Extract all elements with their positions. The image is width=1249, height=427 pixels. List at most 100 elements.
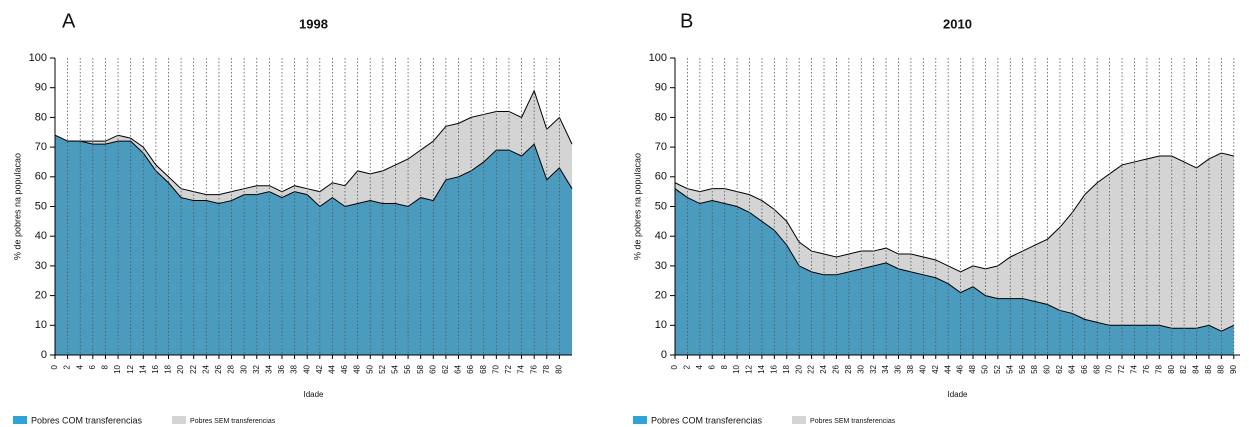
x-tick-label: 76 bbox=[1142, 364, 1151, 373]
legend-swatch bbox=[13, 416, 27, 424]
legend-swatch bbox=[172, 416, 187, 424]
y-tick-label: 80 bbox=[35, 111, 47, 123]
x-tick-label: 80 bbox=[554, 364, 563, 373]
x-tick-label: 16 bbox=[769, 364, 778, 373]
x-tick-label: 46 bbox=[340, 364, 349, 373]
area bbox=[55, 135, 572, 355]
x-tick-label: 88 bbox=[1216, 364, 1225, 373]
x-tick-label: 60 bbox=[428, 364, 437, 373]
x-tick-label: 66 bbox=[466, 364, 475, 373]
legend-label: Pobres COM transferencias bbox=[651, 415, 763, 425]
x-tick-label: 60 bbox=[1043, 364, 1052, 373]
x-tick-label: 48 bbox=[968, 364, 977, 373]
x-tick-label: 74 bbox=[517, 364, 526, 373]
x-tick-label: 64 bbox=[1067, 364, 1076, 373]
x-tick-label: 28 bbox=[844, 364, 853, 373]
panel-label: A bbox=[62, 10, 76, 32]
chart-title: 1998 bbox=[299, 16, 328, 31]
x-tick-label: 82 bbox=[1179, 364, 1188, 373]
x-tick-label: 8 bbox=[720, 364, 729, 369]
x-tick-label: 48 bbox=[353, 364, 362, 373]
x-tick-label: 52 bbox=[378, 364, 387, 373]
x-tick-label: 14 bbox=[138, 364, 147, 373]
x-tick-label: 78 bbox=[1154, 364, 1163, 373]
y-tick-label: 50 bbox=[35, 200, 47, 212]
x-tick-label: 46 bbox=[956, 364, 965, 373]
x-tick-label: 12 bbox=[745, 364, 754, 373]
panel-label: B bbox=[680, 10, 693, 32]
y-tick-label: 10 bbox=[35, 319, 47, 331]
x-tick-label: 66 bbox=[1080, 364, 1089, 373]
y-tick-label: 40 bbox=[35, 230, 47, 242]
legend-label: Pobres SEM transferencias bbox=[810, 418, 896, 425]
x-tick-label: 54 bbox=[391, 364, 400, 373]
x-tick-label: 76 bbox=[529, 364, 538, 373]
y-tick-label: 90 bbox=[655, 82, 667, 94]
y-axis-label: % de pobres na populacao bbox=[12, 153, 22, 260]
y-tick-label: 100 bbox=[649, 52, 667, 64]
x-tick-label: 68 bbox=[1092, 364, 1101, 373]
y-tick-label: 30 bbox=[35, 260, 47, 272]
area-outline bbox=[54, 89, 573, 196]
x-tick-label: 54 bbox=[1005, 364, 1014, 373]
y-tick-label: 90 bbox=[35, 82, 47, 94]
x-tick-label: 70 bbox=[1105, 364, 1114, 373]
x-tick-label: 64 bbox=[454, 364, 463, 373]
x-tick-label: 10 bbox=[113, 364, 122, 373]
area-outline bbox=[54, 134, 573, 208]
x-tick-label: 42 bbox=[931, 364, 940, 373]
x-tick-label: 74 bbox=[1130, 364, 1139, 373]
x-tick-label: 16 bbox=[151, 364, 160, 373]
x-tick-label: 84 bbox=[1192, 364, 1201, 373]
x-axis-label: Idade bbox=[947, 390, 968, 399]
y-tick-label: 20 bbox=[655, 290, 667, 302]
x-tick-label: 2 bbox=[683, 364, 692, 369]
x-tick-label: 72 bbox=[1117, 364, 1126, 373]
y-tick-label: 20 bbox=[35, 290, 47, 302]
x-tick-label: 0 bbox=[670, 364, 679, 369]
legend-swatch bbox=[633, 416, 647, 424]
x-tick-label: 80 bbox=[1167, 364, 1176, 373]
x-tick-label: 40 bbox=[918, 364, 927, 373]
x-tick-label: 68 bbox=[479, 364, 488, 373]
x-tick-label: 24 bbox=[201, 364, 210, 373]
x-tick-label: 72 bbox=[504, 364, 513, 373]
x-tick-label: 50 bbox=[365, 364, 374, 373]
y-tick-label: 60 bbox=[35, 171, 47, 183]
y-axis-label: % de pobres na populacao bbox=[632, 153, 642, 260]
x-tick-label: 4 bbox=[695, 364, 704, 369]
x-tick-label: 90 bbox=[1229, 364, 1238, 373]
x-tick-label: 32 bbox=[252, 364, 261, 373]
area-outline bbox=[674, 152, 1234, 273]
x-tick-label: 20 bbox=[176, 364, 185, 373]
x-tick-label: 40 bbox=[302, 364, 311, 373]
y-tick-label: 50 bbox=[655, 200, 667, 212]
y-tick-label: 0 bbox=[41, 349, 47, 361]
y-tick-label: 70 bbox=[655, 141, 667, 153]
x-tick-label: 42 bbox=[315, 364, 324, 373]
x-tick-label: 22 bbox=[189, 364, 198, 373]
x-tick-label: 18 bbox=[782, 364, 791, 373]
x-tick-label: 58 bbox=[416, 364, 425, 373]
x-tick-label: 44 bbox=[943, 364, 952, 373]
x-tick-label: 50 bbox=[981, 364, 990, 373]
y-tick-label: 40 bbox=[655, 230, 667, 242]
x-tick-label: 62 bbox=[441, 364, 450, 373]
x-tick-label: 6 bbox=[88, 364, 97, 369]
x-axis-label: Idade bbox=[303, 390, 324, 399]
x-tick-label: 36 bbox=[894, 364, 903, 373]
y-tick-label: 80 bbox=[655, 111, 667, 123]
x-tick-label: 18 bbox=[164, 364, 173, 373]
x-tick-label: 32 bbox=[869, 364, 878, 373]
x-tick-label: 30 bbox=[239, 364, 248, 373]
y-tick-label: 100 bbox=[29, 52, 47, 64]
x-tick-label: 20 bbox=[794, 364, 803, 373]
x-tick-label: 36 bbox=[277, 364, 286, 373]
area bbox=[675, 188, 1234, 355]
legend-swatch bbox=[792, 416, 807, 424]
x-tick-label: 86 bbox=[1204, 364, 1213, 373]
x-tick-label: 10 bbox=[732, 364, 741, 373]
area-outline bbox=[674, 188, 1235, 332]
x-tick-label: 26 bbox=[832, 364, 841, 373]
